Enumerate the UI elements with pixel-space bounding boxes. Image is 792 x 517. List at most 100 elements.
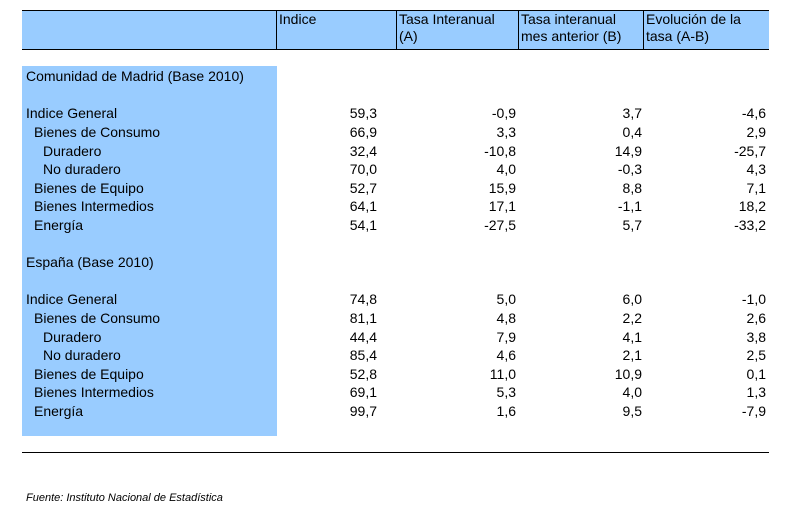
cell-evolucion: -1,0 (741, 291, 766, 307)
cell-tasa-b: 10,9 (614, 366, 642, 382)
row-label: Bienes de Consumo (34, 124, 161, 140)
row-label: Bienes de Equipo (34, 366, 144, 382)
cell-indice: 70,0 (349, 161, 377, 177)
cell-indice: 66,9 (349, 124, 377, 140)
cell-indice: 54,1 (349, 217, 377, 233)
cell-tasa-a: 1,6 (496, 403, 516, 419)
cell-evolucion: 3,8 (746, 329, 766, 345)
cell-tasa-b: -0,3 (617, 161, 642, 177)
cell-tasa-b: 6,0 (622, 291, 642, 307)
row-label: Indice General (26, 291, 118, 307)
cell-evolucion: 1,3 (746, 384, 766, 400)
cell-tasa-b: 0,4 (622, 124, 642, 140)
cell-evolucion: -33,2 (734, 217, 766, 233)
cell-indice: 59,3 (349, 105, 377, 121)
cell-evolucion: -25,7 (734, 143, 766, 159)
cell-tasa-a: 4,6 (496, 347, 516, 363)
row-label: Duradero (43, 143, 102, 159)
cell-tasa-b: 5,7 (622, 217, 642, 233)
table-row: Bienes de Consumo 81,1 4,8 2,2 2,6 (0, 309, 792, 328)
header-tasa-interanual: Tasa Interanual (A) (396, 11, 518, 49)
header-spacer (22, 11, 276, 49)
table-row: Bienes de Equipo 52,7 15,9 8,8 7,1 (0, 179, 792, 198)
table-row: Energía 54,1 -27,5 5,7 -33,2 (0, 216, 792, 235)
header-indice-label: Indice (279, 11, 317, 27)
cell-evolucion: 7,1 (746, 180, 766, 196)
cell-evolucion: 2,9 (746, 124, 766, 140)
cell-evolucion: 2,6 (746, 310, 766, 326)
row-label: Energía (34, 217, 84, 233)
header-tasa-b-line2: mes anterior (B) (521, 28, 622, 44)
header-tasa-mes-anterior: Tasa interanual mes anterior (B) (518, 11, 643, 49)
cell-evolucion: 2,5 (746, 347, 766, 363)
cell-indice: 64,1 (349, 198, 377, 214)
table-row: Bienes Intermedios 69,1 5,3 4,0 1,3 (0, 383, 792, 402)
cell-tasa-b: -1,1 (617, 198, 642, 214)
table-header: Indice Tasa Interanual (A) Tasa interanu… (22, 10, 769, 50)
cell-indice: 85,4 (349, 347, 377, 363)
row-label: Bienes de Consumo (34, 310, 161, 326)
table-row: Duradero 44,4 7,9 4,1 3,8 (0, 328, 792, 347)
section-title: Comunidad de Madrid (Base 2010) (26, 68, 244, 84)
section-title-row: España (Base 2010) (0, 253, 792, 272)
cell-tasa-a: -0,9 (491, 105, 516, 121)
cell-tasa-a: -27,5 (484, 217, 516, 233)
cell-evolucion: 18,2 (738, 198, 766, 214)
cell-tasa-a: 17,1 (488, 198, 516, 214)
table-row: Bienes Intermedios 64,1 17,1 -1,1 18,2 (0, 197, 792, 216)
header-evol-line2: tasa (A-B) (646, 28, 710, 44)
cell-tasa-a: 3,3 (496, 124, 516, 140)
cell-tasa-a: 7,9 (496, 329, 516, 345)
header-tasa-a-line1: Tasa Interanual (399, 11, 495, 27)
cell-indice: 99,7 (349, 403, 377, 419)
header-tasa-a-line2: (A) (399, 28, 418, 44)
cell-tasa-b: 9,5 (622, 403, 642, 419)
cell-indice: 69,1 (349, 384, 377, 400)
table-row: Energía 99,7 1,6 9,5 -7,9 (0, 402, 792, 421)
row-label: Bienes de Equipo (34, 180, 144, 196)
cell-tasa-a: 4,8 (496, 310, 516, 326)
header-tasa-b-line1: Tasa interanual (521, 11, 616, 27)
row-label: Bienes Intermedios (34, 384, 154, 400)
cell-tasa-b: 14,9 (614, 143, 642, 159)
cell-tasa-a: 15,9 (488, 180, 516, 196)
header-indice: Indice (276, 11, 396, 49)
cell-tasa-a: 5,0 (496, 291, 516, 307)
cell-tasa-b: 4,1 (622, 329, 642, 345)
cell-tasa-a: 5,3 (496, 384, 516, 400)
row-label: Energía (34, 403, 84, 419)
row-label: No duradero (43, 347, 121, 363)
cell-tasa-a: -10,8 (484, 143, 516, 159)
cell-tasa-b: 2,2 (622, 310, 642, 326)
row-label: Indice General (26, 105, 118, 121)
cell-indice: 52,8 (349, 366, 377, 382)
row-label: No duradero (43, 161, 121, 177)
cell-evolucion: -7,9 (741, 403, 766, 419)
table-row: Bienes de Consumo 66,9 3,3 0,4 2,9 (0, 123, 792, 142)
section-title-row: Comunidad de Madrid (Base 2010) (0, 67, 792, 86)
row-label: Bienes Intermedios (34, 198, 154, 214)
cell-evolucion: 4,3 (746, 161, 766, 177)
row-label: Duradero (43, 329, 102, 345)
cell-tasa-b: 3,7 (622, 105, 642, 121)
source-footnote: Fuente: Instituto Nacional de Estadístic… (26, 492, 223, 504)
label-column-highlight (22, 66, 277, 436)
header-evolucion: Evolución de la tasa (A-B) (643, 11, 769, 49)
section-title: España (Base 2010) (26, 254, 154, 270)
cell-indice: 81,1 (349, 310, 377, 326)
cell-evolucion: 0,1 (746, 366, 766, 382)
cell-tasa-a: 4,0 (496, 161, 516, 177)
table-row: No duradero 70,0 4,0 -0,3 4,3 (0, 160, 792, 179)
table-row: No duradero 85,4 4,6 2,1 2,5 (0, 346, 792, 365)
cell-tasa-b: 8,8 (622, 180, 642, 196)
cell-tasa-b: 2,1 (622, 347, 642, 363)
cell-tasa-b: 4,0 (622, 384, 642, 400)
table-row: Bienes de Equipo 52,8 11,0 10,9 0,1 (0, 365, 792, 384)
table-row: Duradero 32,4 -10,8 14,9 -25,7 (0, 142, 792, 161)
cell-tasa-a: 11,0 (489, 366, 516, 382)
table-bottom-divider (22, 452, 769, 453)
cell-indice: 74,8 (349, 291, 377, 307)
cell-indice: 44,4 (349, 329, 377, 345)
cell-indice: 52,7 (349, 180, 377, 196)
table-row: Indice General 74,8 5,0 6,0 -1,0 (0, 290, 792, 309)
